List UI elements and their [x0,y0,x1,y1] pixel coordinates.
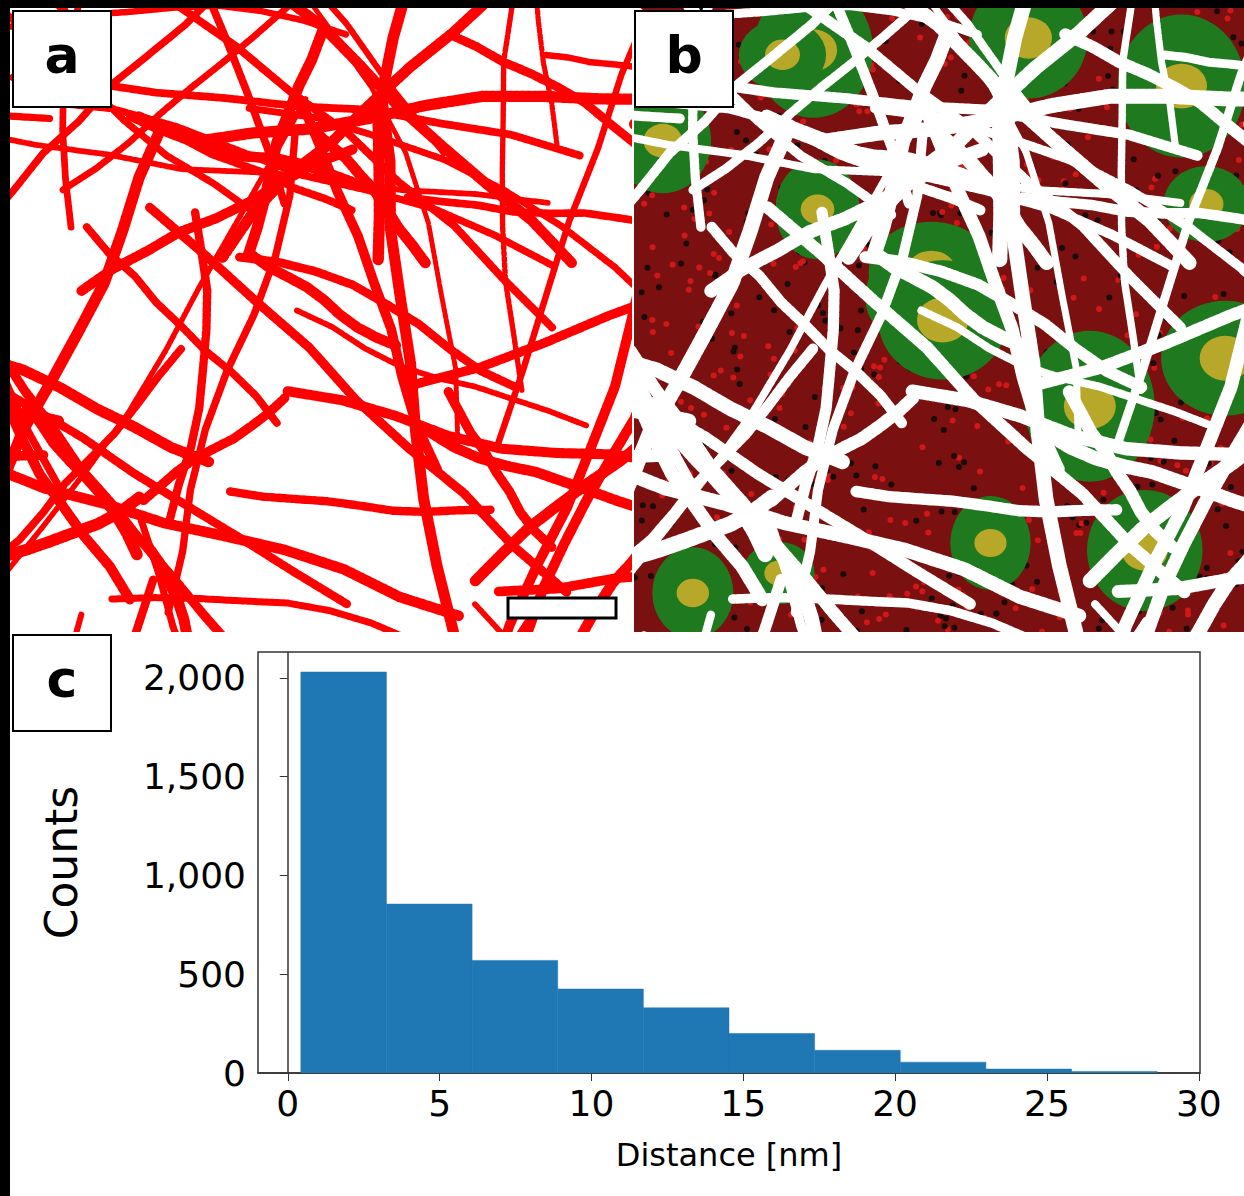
html-text:b: b [665,25,703,85]
svg-text:15: 15 [720,1083,766,1124]
svg-text:0: 0 [276,1083,299,1124]
svg-text:2,000: 2,000 [143,657,246,698]
svg-text:20: 20 [872,1083,918,1124]
svg-text:1,000: 1,000 [143,855,246,896]
svg-text:500: 500 [177,954,246,995]
svg-text:5: 5 [428,1083,451,1124]
svg-text:1,500: 1,500 [143,756,246,797]
svg-text:10: 10 [569,1083,615,1124]
svg-text:Counts: Counts [36,786,87,940]
html-text:a: a [44,25,80,85]
html-text:c: c [46,649,78,709]
svg-text:Distance [nm]: Distance [nm] [616,1136,843,1174]
svg-text:25: 25 [1024,1083,1070,1124]
svg-text:30: 30 [1176,1083,1222,1124]
svg-text:0: 0 [223,1053,246,1094]
